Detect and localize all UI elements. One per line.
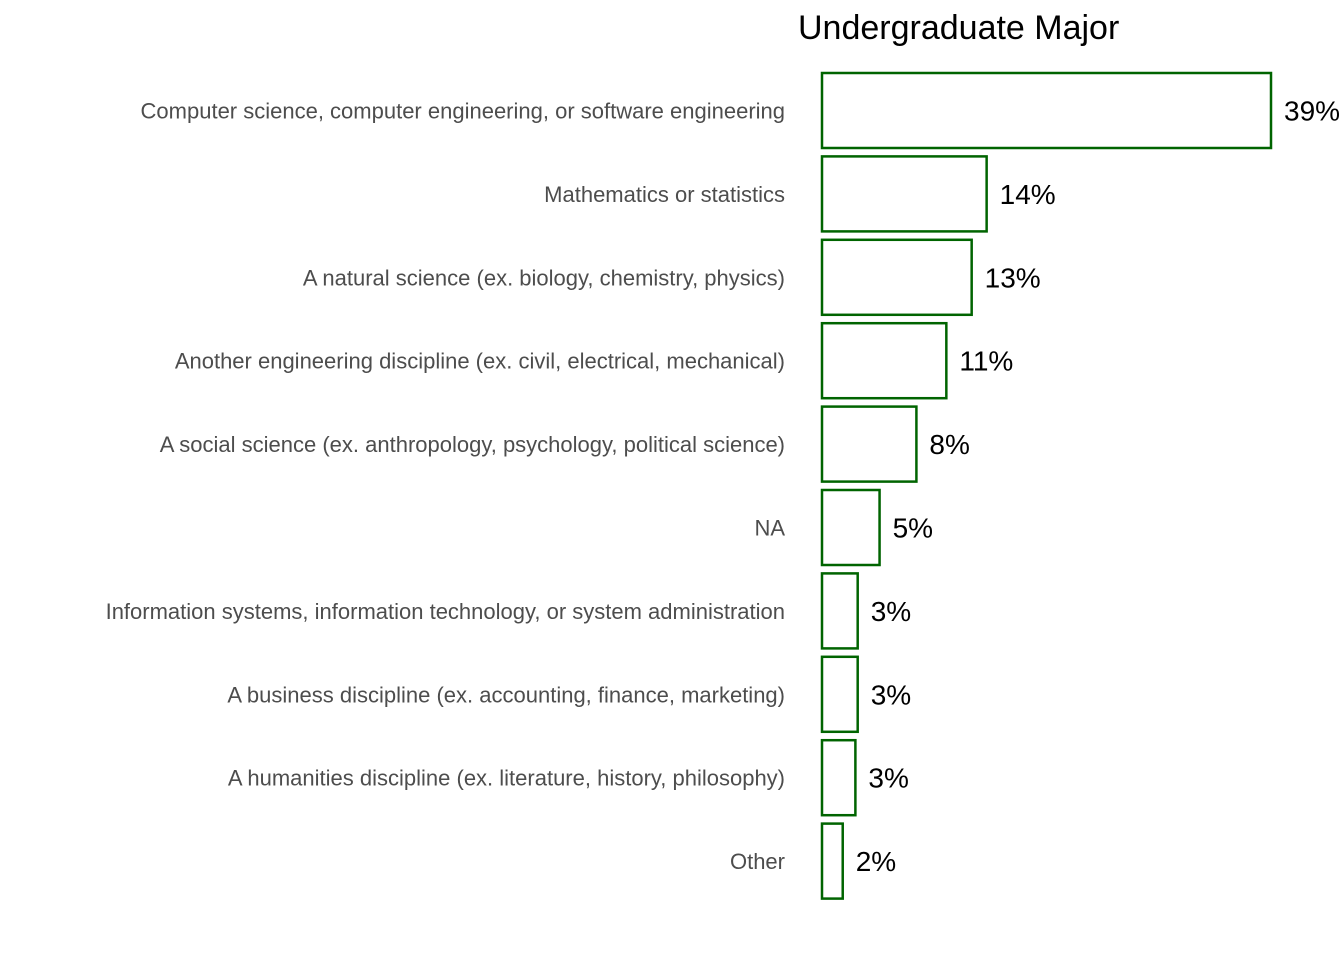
value-label-2: 13% xyxy=(985,262,1041,293)
category-label-7: A business discipline (ex. accounting, f… xyxy=(227,682,785,707)
category-label-3: Another engineering discipline (ex. civi… xyxy=(175,349,785,374)
bar-4 xyxy=(820,405,918,483)
value-label-6: 3% xyxy=(871,596,911,627)
bar-5 xyxy=(820,488,881,567)
category-label-4: A social science (ex. anthropology, psyc… xyxy=(160,432,785,457)
bar-2 xyxy=(820,238,973,317)
value-label-1: 14% xyxy=(1000,179,1056,210)
bar-9 xyxy=(820,822,844,900)
value-label-5: 5% xyxy=(893,513,933,544)
bar-7 xyxy=(820,655,859,734)
value-label-0: 39% xyxy=(1284,96,1340,127)
category-label-8: A humanities discipline (ex. literature,… xyxy=(228,766,785,791)
bar-6 xyxy=(820,572,859,650)
bar-8 xyxy=(820,738,857,817)
category-label-9: Other xyxy=(730,849,785,874)
value-label-8: 3% xyxy=(868,763,908,794)
bar-1 xyxy=(820,155,988,233)
bars-layer: Computer science, computer engineering, … xyxy=(106,71,1340,900)
bar-3 xyxy=(820,321,948,400)
category-label-0: Computer science, computer engineering, … xyxy=(141,99,785,124)
chart-title: Undergraduate Major xyxy=(798,9,1119,47)
category-label-1: Mathematics or statistics xyxy=(544,182,785,207)
value-label-3: 11% xyxy=(959,346,1013,377)
category-label-6: Information systems, information technol… xyxy=(106,599,785,624)
value-label-4: 8% xyxy=(929,429,969,460)
category-label-5: NA xyxy=(754,516,785,541)
value-label-9: 2% xyxy=(856,846,896,877)
value-label-7: 3% xyxy=(871,679,911,710)
category-label-2: A natural science (ex. biology, chemistr… xyxy=(303,265,785,290)
bar-0 xyxy=(820,71,1273,150)
